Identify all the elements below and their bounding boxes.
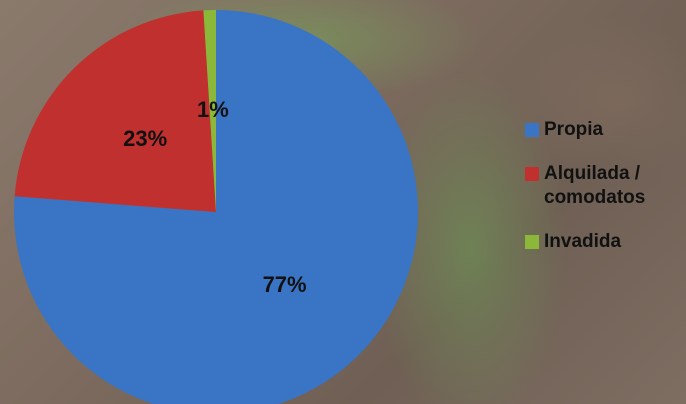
legend-item: Invadida xyxy=(525,230,685,254)
legend-swatch xyxy=(525,167,539,181)
legend-item: Alquilada / comodatos xyxy=(525,162,685,210)
data-label: 23% xyxy=(123,126,167,151)
legend-label: Alquilada / comodatos xyxy=(544,163,646,208)
legend-swatch xyxy=(525,123,539,137)
legend-label: Invadida xyxy=(544,231,622,252)
data-label: 77% xyxy=(263,272,307,297)
pie-slice xyxy=(203,10,216,212)
pie-slice xyxy=(14,10,418,404)
pie-slice xyxy=(14,10,216,213)
legend-label: Propia xyxy=(544,119,604,140)
legend: Propia Alquilada / comodatos Invadida xyxy=(525,118,685,274)
legend-swatch xyxy=(525,235,539,249)
legend-item: Propia xyxy=(525,118,685,142)
data-label: 1% xyxy=(197,97,229,122)
